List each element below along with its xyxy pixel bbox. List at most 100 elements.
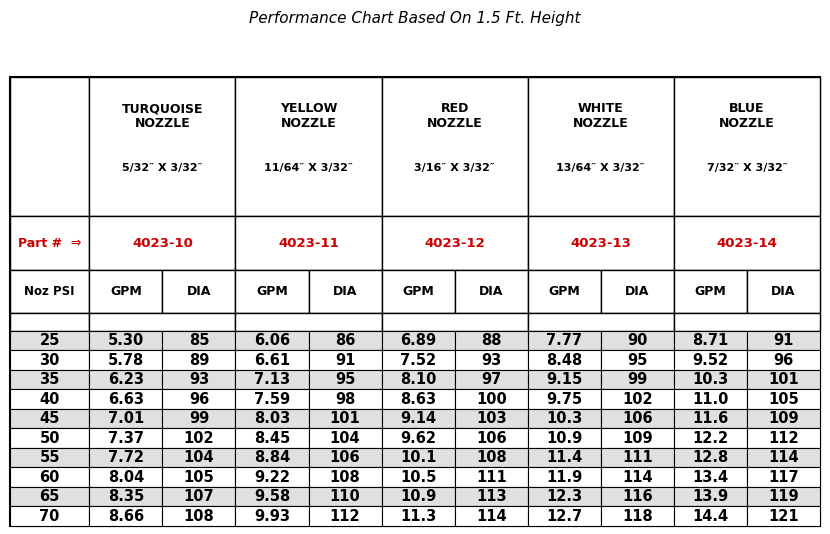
Bar bbox=[455, 409, 528, 428]
Text: 102: 102 bbox=[622, 391, 652, 407]
Bar bbox=[90, 428, 163, 448]
Text: 117: 117 bbox=[769, 470, 798, 485]
Bar bbox=[601, 506, 674, 526]
Bar bbox=[528, 331, 601, 350]
Bar bbox=[455, 487, 528, 506]
Text: 105: 105 bbox=[768, 391, 799, 407]
Text: 11/64″ X 3/32″: 11/64″ X 3/32″ bbox=[264, 163, 353, 173]
Text: 9.75: 9.75 bbox=[546, 391, 583, 407]
Bar bbox=[382, 370, 455, 389]
Bar bbox=[382, 270, 455, 313]
Text: 35: 35 bbox=[40, 372, 60, 387]
Text: 114: 114 bbox=[622, 470, 652, 485]
Bar bbox=[674, 487, 747, 506]
Text: 86: 86 bbox=[334, 333, 355, 348]
Bar bbox=[382, 448, 455, 467]
Bar bbox=[236, 270, 309, 313]
Text: 109: 109 bbox=[622, 431, 652, 446]
Bar bbox=[309, 487, 382, 506]
Text: 10.9: 10.9 bbox=[546, 431, 583, 446]
Bar bbox=[90, 216, 236, 270]
Bar bbox=[528, 389, 601, 409]
Text: 105: 105 bbox=[183, 470, 214, 485]
Text: 65: 65 bbox=[40, 489, 60, 504]
Bar bbox=[309, 350, 382, 370]
Bar bbox=[309, 428, 382, 448]
Bar bbox=[455, 389, 528, 409]
Bar bbox=[10, 389, 90, 409]
Text: 11.9: 11.9 bbox=[546, 470, 583, 485]
Text: 101: 101 bbox=[330, 411, 360, 426]
Text: GPM: GPM bbox=[695, 285, 726, 298]
Text: 9.22: 9.22 bbox=[254, 470, 290, 485]
Text: 97: 97 bbox=[481, 372, 501, 387]
Bar bbox=[455, 370, 528, 389]
Text: 114: 114 bbox=[476, 509, 506, 524]
Bar bbox=[309, 270, 382, 313]
Bar bbox=[382, 77, 528, 216]
Text: DIA: DIA bbox=[187, 285, 211, 298]
Text: 4023-12: 4023-12 bbox=[424, 237, 485, 250]
Text: YELLOW
NOZZLE: YELLOW NOZZLE bbox=[280, 103, 337, 130]
Text: 110: 110 bbox=[330, 489, 360, 504]
Bar bbox=[10, 370, 90, 389]
Bar bbox=[236, 313, 382, 331]
Bar bbox=[90, 350, 163, 370]
Bar bbox=[747, 467, 820, 487]
Bar bbox=[236, 350, 309, 370]
Bar bbox=[747, 487, 820, 506]
Bar bbox=[747, 331, 820, 350]
Bar bbox=[674, 409, 747, 428]
Bar bbox=[747, 506, 820, 526]
Text: 106: 106 bbox=[330, 450, 360, 465]
Text: 111: 111 bbox=[476, 470, 506, 485]
Text: 8.10: 8.10 bbox=[400, 372, 437, 387]
Bar bbox=[382, 331, 455, 350]
Bar bbox=[10, 270, 90, 313]
Bar bbox=[674, 389, 747, 409]
Text: BLUE
NOZZLE: BLUE NOZZLE bbox=[719, 103, 775, 130]
Bar bbox=[674, 331, 747, 350]
Text: 101: 101 bbox=[768, 372, 799, 387]
Bar bbox=[382, 409, 455, 428]
Bar bbox=[528, 506, 601, 526]
Bar bbox=[747, 389, 820, 409]
Bar bbox=[674, 350, 747, 370]
Bar bbox=[90, 77, 236, 216]
Text: 60: 60 bbox=[40, 470, 60, 485]
Bar bbox=[674, 428, 747, 448]
Text: 5.78: 5.78 bbox=[108, 352, 144, 367]
Bar bbox=[382, 216, 528, 270]
Bar bbox=[236, 409, 309, 428]
Text: 10.9: 10.9 bbox=[400, 489, 437, 504]
Text: 7.37: 7.37 bbox=[108, 431, 144, 446]
Bar bbox=[674, 467, 747, 487]
Text: 55: 55 bbox=[39, 450, 60, 465]
Text: 8.04: 8.04 bbox=[108, 470, 144, 485]
Text: 11.0: 11.0 bbox=[692, 391, 729, 407]
Text: 70: 70 bbox=[40, 509, 60, 524]
Text: 114: 114 bbox=[769, 450, 798, 465]
Text: 10.1: 10.1 bbox=[400, 450, 437, 465]
Text: 91: 91 bbox=[774, 333, 793, 348]
Bar bbox=[455, 270, 528, 313]
Text: 14.4: 14.4 bbox=[692, 509, 729, 524]
Text: 12.3: 12.3 bbox=[546, 489, 583, 504]
Text: 11.6: 11.6 bbox=[692, 411, 729, 426]
Bar bbox=[674, 77, 820, 216]
Text: 9.62: 9.62 bbox=[400, 431, 436, 446]
Bar bbox=[10, 409, 90, 428]
Text: 8.35: 8.35 bbox=[108, 489, 144, 504]
Text: 108: 108 bbox=[330, 470, 360, 485]
Text: 102: 102 bbox=[183, 431, 214, 446]
Text: 119: 119 bbox=[769, 489, 798, 504]
Bar bbox=[10, 216, 90, 270]
Text: 112: 112 bbox=[330, 509, 360, 524]
Text: 8.45: 8.45 bbox=[254, 431, 290, 446]
Text: 50: 50 bbox=[39, 431, 60, 446]
Bar bbox=[236, 467, 309, 487]
Bar bbox=[163, 409, 236, 428]
Text: 91: 91 bbox=[334, 352, 355, 367]
Bar bbox=[601, 370, 674, 389]
Text: 88: 88 bbox=[481, 333, 501, 348]
